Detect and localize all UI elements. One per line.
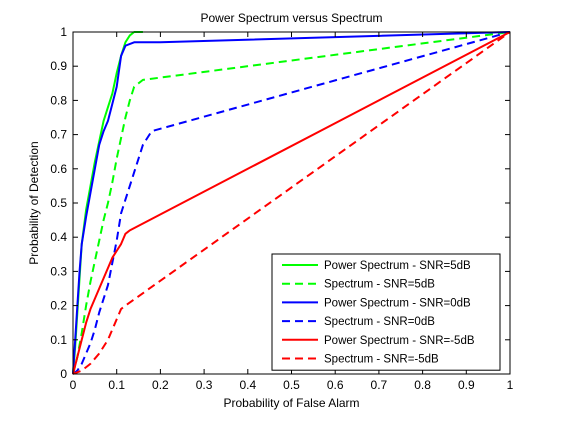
x-tick-label: 0.9 bbox=[458, 378, 475, 392]
x-axis-label: Probability of False Alarm bbox=[223, 396, 359, 410]
x-tick-label: 0.4 bbox=[239, 378, 256, 392]
legend-label-6: Spectrum - SNR=-5dB bbox=[324, 354, 439, 366]
ticks-layer: 0 0.1 0.2 0.3 0.4 0.5 0.6 0.7 0.8 0.9 1 0 0.1 0.2 0.3 0… bbox=[50, 25, 513, 392]
x-tick-label: 0.2 bbox=[152, 378, 169, 392]
series-line-5 bbox=[72, 31, 511, 375]
y-tick-label: 0.5 bbox=[50, 196, 67, 210]
y-tick-label: 0 bbox=[60, 367, 67, 381]
y-tick-label: 1 bbox=[60, 25, 67, 39]
y-tick-label: 0.9 bbox=[50, 59, 67, 73]
legend-label-4: Spectrum - SNR=0dB bbox=[324, 316, 435, 328]
legend-box bbox=[271, 253, 501, 371]
legend-label-2: Spectrum - SNR=5dB bbox=[324, 279, 435, 291]
y-tick-label: 0.4 bbox=[50, 230, 67, 244]
x-tick-label: 0.7 bbox=[371, 378, 388, 392]
y-tick-label: 0.3 bbox=[50, 264, 67, 278]
x-tick-label: 0.1 bbox=[108, 378, 125, 392]
chart-title: Power Spectrum versus Spectrum bbox=[200, 11, 382, 25]
legend: Power Spectrum - SNR=5dB Spectrum - SNR=5… bbox=[271, 253, 501, 371]
series-line-3 bbox=[72, 31, 511, 375]
y-tick-label: 0.6 bbox=[50, 162, 67, 176]
x-tick-label: 1 bbox=[507, 378, 514, 392]
series-layer bbox=[72, 31, 511, 375]
legend-label-3: Power Spectrum - SNR=0dB bbox=[324, 297, 471, 309]
legend-label-5: Power Spectrum - SNR=-5dB bbox=[324, 335, 475, 347]
y-tick-label: 0.1 bbox=[50, 333, 67, 347]
y-axis-label: Probability of Detection bbox=[27, 141, 41, 264]
x-tick-label: 0.8 bbox=[414, 378, 431, 392]
x-tick-label: 0 bbox=[70, 378, 77, 392]
x-tick-label: 0.3 bbox=[196, 378, 213, 392]
x-tick-label: 0.6 bbox=[327, 378, 344, 392]
y-tick-label: 0.2 bbox=[50, 299, 67, 313]
y-tick-label: 0.7 bbox=[50, 128, 67, 142]
series-line-2 bbox=[72, 31, 511, 375]
series-line-6 bbox=[72, 31, 511, 375]
legend-label-1: Power Spectrum - SNR=5dB bbox=[324, 260, 471, 272]
y-tick-label: 0.8 bbox=[50, 93, 67, 107]
x-tick-label: 0.5 bbox=[283, 378, 300, 392]
